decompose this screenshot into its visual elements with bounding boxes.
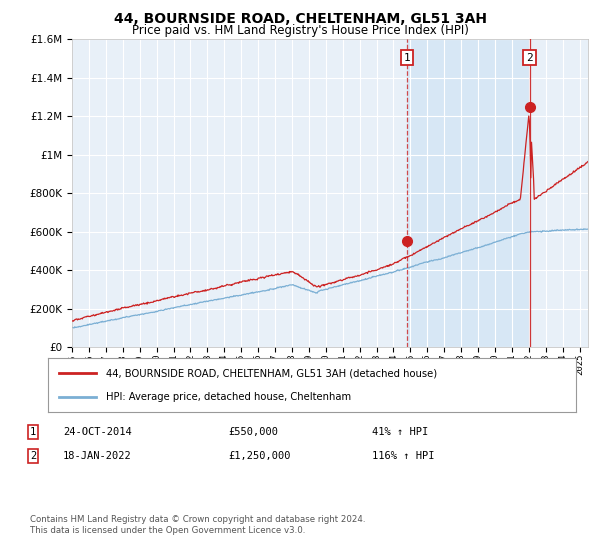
Text: HPI: Average price, detached house, Cheltenham: HPI: Average price, detached house, Chel… — [106, 391, 351, 402]
Text: 116% ↑ HPI: 116% ↑ HPI — [372, 451, 434, 461]
Text: 1: 1 — [404, 53, 410, 63]
Text: 44, BOURNSIDE ROAD, CHELTENHAM, GL51 3AH: 44, BOURNSIDE ROAD, CHELTENHAM, GL51 3AH — [113, 12, 487, 26]
Bar — [407, 39, 530, 347]
Text: 24-OCT-2014: 24-OCT-2014 — [63, 427, 132, 437]
Text: 41% ↑ HPI: 41% ↑ HPI — [372, 427, 428, 437]
Text: £550,000: £550,000 — [228, 427, 278, 437]
Text: 18-JAN-2022: 18-JAN-2022 — [63, 451, 132, 461]
Text: Contains HM Land Registry data © Crown copyright and database right 2024.
This d: Contains HM Land Registry data © Crown c… — [30, 515, 365, 535]
Text: 44, BOURNSIDE ROAD, CHELTENHAM, GL51 3AH (detached house): 44, BOURNSIDE ROAD, CHELTENHAM, GL51 3AH… — [106, 368, 437, 379]
Text: £1,250,000: £1,250,000 — [228, 451, 290, 461]
Text: 2: 2 — [526, 53, 533, 63]
Text: Price paid vs. HM Land Registry's House Price Index (HPI): Price paid vs. HM Land Registry's House … — [131, 24, 469, 37]
Text: 1: 1 — [30, 427, 36, 437]
Text: 2: 2 — [30, 451, 36, 461]
